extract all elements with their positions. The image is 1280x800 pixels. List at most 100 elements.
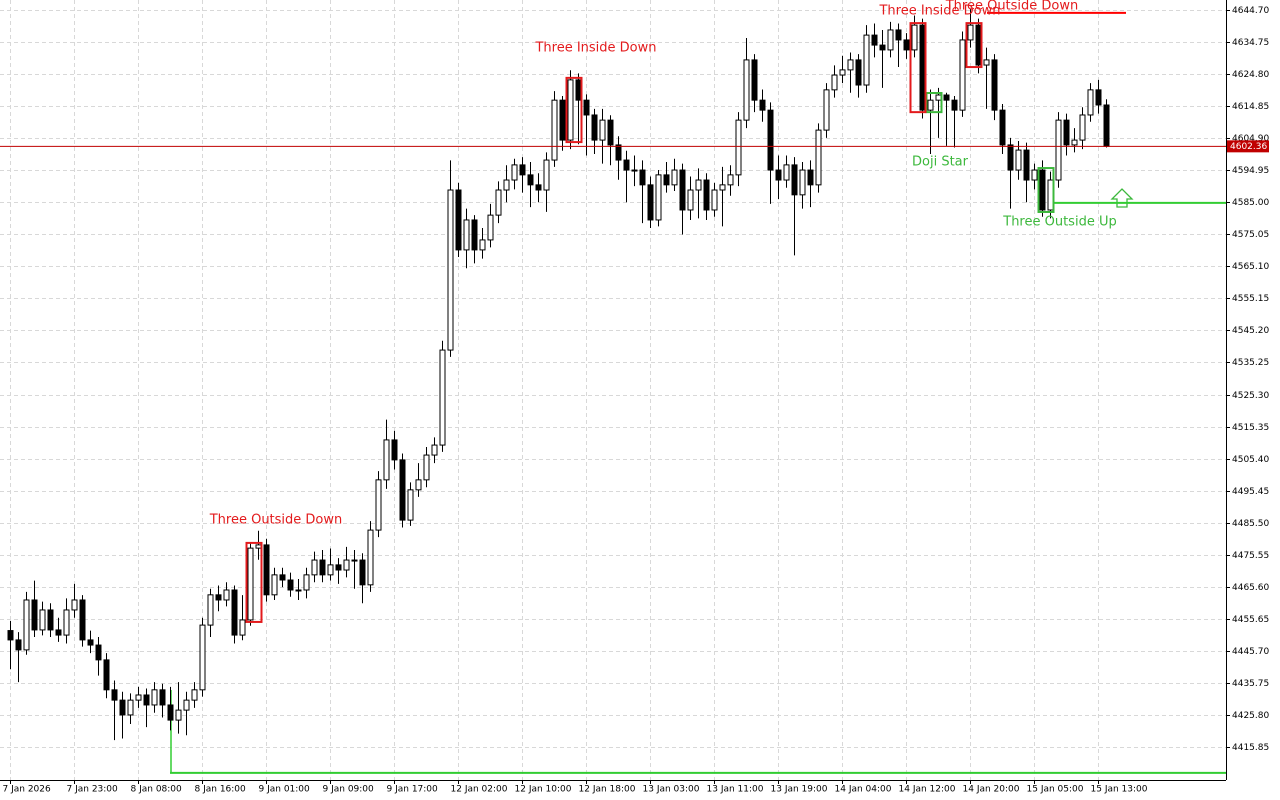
candle-body	[591, 114, 598, 141]
candle-body	[1095, 89, 1102, 106]
y-tick-label: 4535.25	[1232, 358, 1269, 368]
candle-body	[391, 439, 398, 461]
y-tick-label: 4565.10	[1232, 262, 1269, 272]
candle-body	[599, 119, 606, 141]
candle-body	[15, 639, 22, 651]
y-tick-label: 4415.85	[1232, 743, 1269, 753]
candle-body	[455, 189, 462, 251]
candle-body	[1031, 169, 1038, 181]
candle-body	[71, 599, 78, 611]
candle-body	[63, 609, 70, 636]
x-tick-label: 13 Jan 03:00	[643, 785, 700, 795]
candle-body	[175, 709, 182, 721]
candle-body	[207, 594, 214, 626]
candle-body	[199, 624, 206, 691]
candle-body	[1079, 114, 1086, 141]
candle-body	[31, 599, 38, 631]
candle-body	[1087, 89, 1094, 116]
candle-body	[551, 99, 558, 161]
candle-body	[439, 349, 446, 446]
candle-body	[975, 24, 982, 66]
candle-body	[423, 454, 430, 481]
x-tick-label: 13 Jan 11:00	[707, 785, 764, 795]
candle-body	[319, 559, 326, 576]
candle-body	[271, 574, 278, 596]
candle-body	[783, 164, 790, 181]
candle-body	[247, 547, 254, 621]
candle-body	[1055, 119, 1062, 181]
last-price-label: 4602.36	[1230, 142, 1267, 152]
candle-body	[303, 574, 310, 591]
candle-body	[47, 609, 54, 631]
candle-body	[327, 564, 334, 576]
candle-body	[415, 479, 422, 491]
candle-body	[399, 459, 406, 521]
pattern-label: Doji Star	[912, 155, 969, 170]
candle-body	[767, 109, 774, 171]
x-tick-label: 14 Jan 12:00	[899, 785, 956, 795]
candle-body	[991, 59, 998, 111]
candle-body	[607, 119, 614, 146]
candle-body	[671, 169, 678, 186]
candle-body	[463, 219, 470, 251]
candle-body	[879, 44, 886, 51]
candle-body	[703, 179, 710, 211]
candle-body	[1023, 149, 1030, 181]
candle-body	[623, 159, 630, 171]
candle-body	[375, 479, 382, 531]
candle-body	[55, 629, 62, 636]
y-tick-label: 4475.55	[1232, 551, 1269, 561]
candle-body	[919, 24, 926, 111]
candle-body	[927, 99, 934, 111]
candle-body	[631, 169, 638, 172]
candle-body	[535, 184, 542, 191]
x-tick-label: 14 Jan 04:00	[835, 785, 892, 795]
candle-body	[903, 39, 910, 51]
x-tick-label: 12 Jan 18:00	[579, 785, 636, 795]
candle-body	[519, 164, 526, 176]
candle-body	[1015, 149, 1022, 171]
candle-body	[287, 579, 294, 591]
y-tick-label: 4545.20	[1232, 326, 1269, 336]
candle-body	[263, 544, 270, 596]
candle-body	[847, 59, 854, 71]
candle-body	[679, 169, 686, 211]
candle-body	[487, 214, 494, 241]
candle-body	[911, 24, 918, 51]
y-tick-label: 4465.60	[1232, 583, 1269, 593]
candle-body	[983, 59, 990, 66]
candle-body	[639, 169, 646, 186]
candle-body	[711, 189, 718, 211]
candle-body	[431, 444, 438, 456]
candle-body	[1071, 139, 1078, 146]
candle-body	[887, 29, 894, 51]
candle-body	[967, 24, 974, 41]
x-tick-label: 8 Jan 16:00	[195, 785, 247, 795]
candle-body	[1047, 179, 1054, 211]
pattern-box	[965, 22, 983, 69]
candle-body	[359, 559, 366, 586]
candle-body	[895, 29, 902, 41]
candle-body	[831, 74, 838, 91]
candle-body	[351, 559, 358, 562]
candle-body	[367, 529, 374, 586]
x-tick-label: 12 Jan 10:00	[515, 785, 572, 795]
candle-body	[615, 144, 622, 161]
x-tick-label: 9 Jan 09:00	[323, 785, 375, 795]
y-tick-label: 4525.30	[1232, 391, 1269, 401]
pattern-box	[245, 541, 263, 623]
candle-body	[1039, 169, 1046, 211]
candle-body	[503, 179, 510, 191]
up-arrow	[1110, 188, 1134, 208]
candle-body	[191, 689, 198, 701]
candle-body	[663, 174, 670, 186]
candle-body	[527, 174, 534, 186]
x-tick-label: 12 Jan 02:00	[451, 785, 508, 795]
y-tick-label: 4515.35	[1232, 423, 1269, 433]
pattern-box	[909, 22, 927, 114]
candle-body	[775, 169, 782, 181]
candle-body	[279, 574, 286, 581]
candle-body	[159, 689, 166, 706]
candle-body	[583, 99, 590, 116]
